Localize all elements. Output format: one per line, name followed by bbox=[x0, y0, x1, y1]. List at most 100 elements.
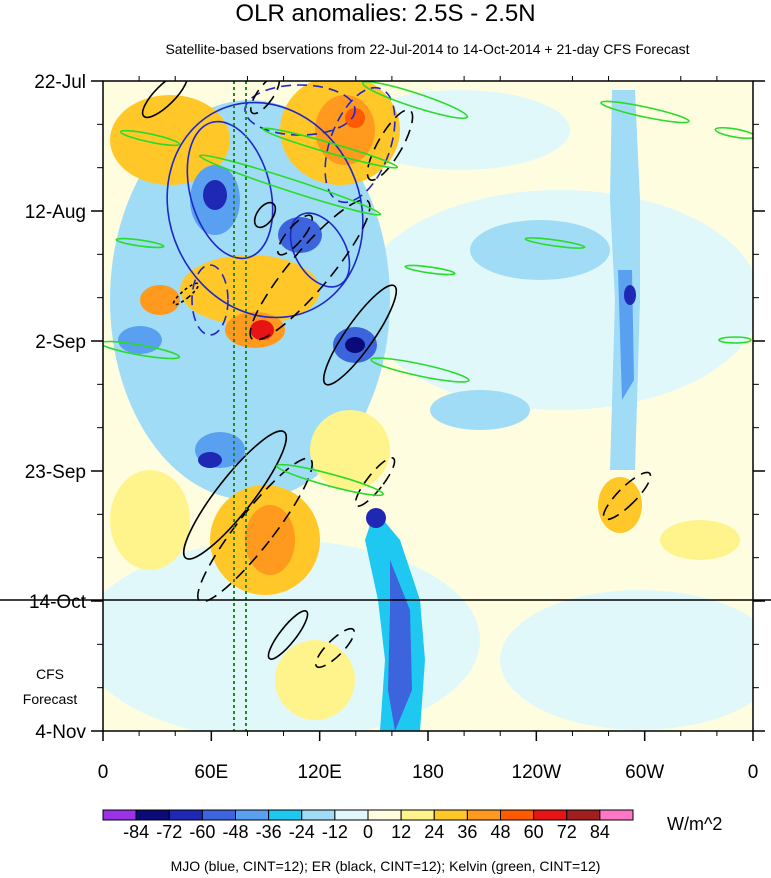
colorbar-swatch bbox=[599, 809, 634, 821]
mjo-contour bbox=[166, 101, 364, 319]
anomaly-region bbox=[660, 520, 740, 560]
mjo-contour bbox=[191, 264, 229, 336]
x-tick-label: 0 bbox=[748, 762, 759, 783]
colorbar-swatch bbox=[500, 809, 535, 821]
colorbar-swatch bbox=[168, 809, 203, 821]
er-contours bbox=[141, 81, 652, 669]
kelvin-contour bbox=[198, 154, 382, 216]
x-tick-label: 120E bbox=[297, 762, 341, 783]
anomaly-region bbox=[203, 180, 227, 210]
colorbar-label: 12 bbox=[391, 822, 411, 842]
er-contour bbox=[354, 457, 396, 507]
x-axis: 0 60E 120E 180 120W 60W 0 bbox=[98, 76, 759, 783]
chart-title: OLR anomalies: 2.5S - 2.5N bbox=[235, 0, 536, 27]
colorbar-label: -84 bbox=[123, 822, 149, 842]
mjo-contour bbox=[186, 120, 274, 260]
colorbar-swatch bbox=[201, 809, 236, 821]
anomaly-region bbox=[250, 320, 274, 340]
colorbar-label: 0 bbox=[363, 822, 373, 842]
y-tick-label: 4-Nov bbox=[35, 722, 86, 743]
anomaly-region bbox=[598, 477, 642, 533]
kelvin-contour bbox=[404, 264, 456, 276]
kelvin-contour bbox=[103, 340, 181, 360]
anomaly-region bbox=[198, 452, 222, 468]
y-tick-label: 23-Sep bbox=[25, 462, 86, 483]
colorbar-swatch bbox=[268, 809, 303, 821]
anomaly-region bbox=[345, 108, 365, 128]
anomaly-region bbox=[430, 390, 530, 430]
y-axis: 22-Jul 12-Aug 2-Sep 23-Sep 14-Oct 4-Nov bbox=[25, 72, 765, 743]
kelvin-contours bbox=[103, 81, 753, 497]
colorbar-swatch bbox=[367, 809, 402, 821]
kelvin-contour bbox=[370, 357, 470, 383]
colorbar-swatch bbox=[433, 809, 468, 821]
colorbar-swatch bbox=[301, 809, 336, 821]
x-tick-label: 180 bbox=[412, 762, 444, 783]
kelvin-contour bbox=[115, 237, 165, 249]
anomaly-region bbox=[118, 326, 162, 354]
anomaly-region bbox=[245, 505, 295, 575]
er-contour bbox=[322, 284, 398, 386]
er-contour bbox=[197, 457, 313, 603]
er-contour bbox=[249, 199, 371, 341]
y-tick-label: 22-Jul bbox=[34, 72, 86, 93]
colorbar-label: -36 bbox=[256, 822, 282, 842]
colorbar-swatch bbox=[135, 809, 170, 821]
er-contour bbox=[249, 81, 281, 115]
y-tick-label: 14-Oct bbox=[29, 592, 87, 613]
colorbar-swatch bbox=[566, 809, 601, 821]
anomaly-region bbox=[310, 410, 390, 490]
mjo-contour bbox=[289, 212, 351, 288]
anomaly-region bbox=[140, 285, 180, 315]
y-tick-label: 2-Sep bbox=[35, 332, 86, 353]
colorbar-label: -60 bbox=[189, 822, 215, 842]
er-contour bbox=[314, 627, 356, 669]
anomaly-region bbox=[180, 255, 320, 325]
colorbar-label: 36 bbox=[457, 822, 477, 842]
kelvin-contour bbox=[600, 100, 690, 124]
er-contour bbox=[366, 109, 414, 181]
er-contour bbox=[182, 430, 288, 560]
colorbar-swatch bbox=[533, 809, 568, 821]
x-tick-label: 60W bbox=[625, 762, 664, 783]
er-contour bbox=[172, 282, 200, 306]
colorbar-label: 60 bbox=[524, 822, 544, 842]
mjo-contour bbox=[324, 86, 396, 204]
anomaly-field bbox=[103, 81, 753, 731]
kelvin-contour bbox=[524, 237, 586, 249]
kelvin-contour bbox=[261, 127, 399, 169]
anomaly-region bbox=[278, 217, 322, 253]
colorbar-label: -24 bbox=[289, 822, 315, 842]
anomaly-region bbox=[360, 190, 753, 410]
colorbar-swatch bbox=[400, 809, 435, 821]
contour-legend: MJO (blue, CINT=12); ER (black, CINT=12)… bbox=[170, 858, 601, 874]
colorbar-label: -72 bbox=[156, 822, 182, 842]
colorbar-label: 48 bbox=[490, 822, 510, 842]
anomaly-region bbox=[624, 285, 636, 305]
colorbar-units: W/m^2 bbox=[667, 814, 723, 834]
kelvin-contour bbox=[714, 126, 753, 140]
x-tick-label: 60E bbox=[194, 762, 228, 783]
kelvin-contour bbox=[361, 81, 469, 120]
anomaly-region bbox=[470, 220, 610, 280]
colorbar-label: 24 bbox=[424, 822, 444, 842]
forecast-label-line1: CFS bbox=[36, 666, 64, 682]
colorbar: -84 -72 -60 -48 -36 -24 -12 0 12 24 36 48 60 72 84 bbox=[102, 809, 634, 842]
colorbar-swatch bbox=[334, 809, 369, 821]
anomaly-region bbox=[110, 470, 190, 570]
anomaly-region bbox=[350, 90, 570, 170]
mjo-contours bbox=[166, 84, 396, 336]
x-tick-label: 120W bbox=[512, 762, 562, 783]
colorbar-label: -48 bbox=[222, 822, 248, 842]
forecast-label-line2: Forecast bbox=[23, 691, 78, 707]
er-contour bbox=[267, 610, 309, 660]
anomaly-region bbox=[388, 560, 412, 731]
kelvin-contour bbox=[718, 336, 752, 344]
er-contour bbox=[141, 81, 189, 119]
anomaly-region bbox=[275, 640, 355, 720]
kelvin-contour bbox=[276, 463, 384, 497]
anomaly-region bbox=[366, 508, 386, 528]
x-tick-label: 0 bbox=[98, 762, 109, 783]
colorbar-swatch bbox=[102, 809, 137, 821]
